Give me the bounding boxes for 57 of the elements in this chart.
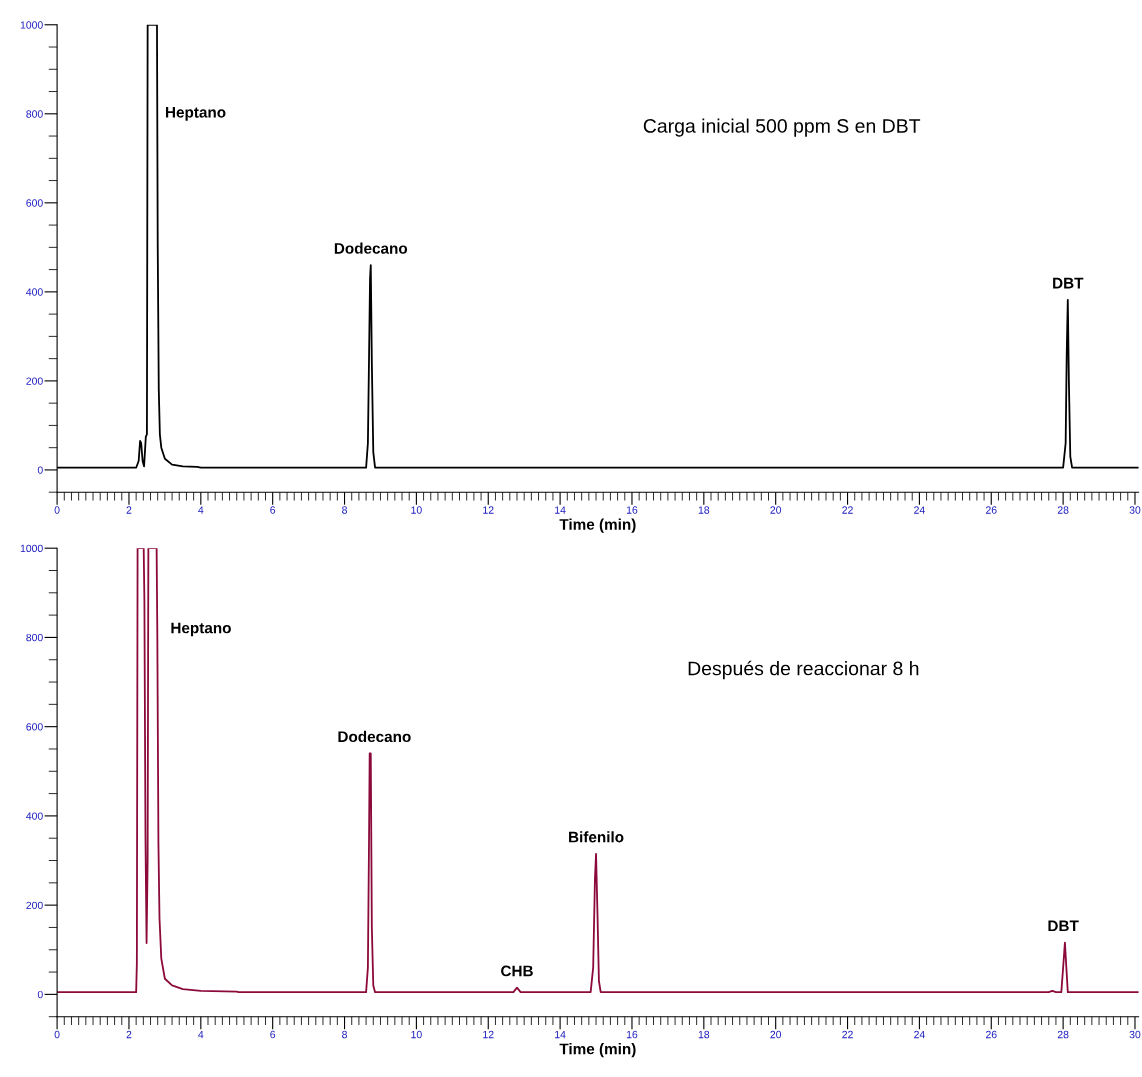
x-tick-label: 4 <box>198 1030 204 1039</box>
x-tick-label: 4 <box>198 506 204 514</box>
x-tick-label: 8 <box>342 506 347 514</box>
x-tick-label: 14 <box>555 506 566 514</box>
x-tick-label: 30 <box>1129 1030 1141 1039</box>
x-axis-title: Time (min) <box>559 1043 636 1058</box>
annotation: Dodecano <box>334 242 408 254</box>
x-axis-title: Time (min) <box>559 518 636 533</box>
x-tick-label: 16 <box>626 1030 638 1039</box>
annotation: Carga inicial 500 ppm S en DBT <box>643 118 921 137</box>
y-tick-label: 200 <box>26 901 43 910</box>
x-tick-label: 22 <box>842 506 853 514</box>
x-tick-label: 24 <box>914 1030 925 1039</box>
x-tick-label: 26 <box>985 1030 997 1039</box>
y-tick-label: 0 <box>37 990 43 999</box>
x-tick-label: 30 <box>1129 506 1141 514</box>
x-tick-label: 22 <box>842 1030 853 1039</box>
x-tick-label: 28 <box>1057 506 1069 514</box>
x-tick-label: 20 <box>770 1030 782 1039</box>
annotation: Después de reaccionar 8 h <box>688 660 919 680</box>
y-tick-label: 1000 <box>20 544 43 553</box>
y-tick-label: 400 <box>26 812 43 820</box>
annotation: Heptano <box>171 622 231 637</box>
x-tick-label: 18 <box>698 1030 710 1039</box>
y-tick-label: 0 <box>37 466 43 474</box>
x-tick-label: 0 <box>54 1030 60 1039</box>
x-tick-label: 20 <box>770 506 782 514</box>
x-tick-label: 28 <box>1057 1030 1069 1039</box>
line-series <box>57 548 1139 994</box>
x-tick-label: 16 <box>626 506 638 514</box>
x-tick-label: 14 <box>555 1030 566 1039</box>
x-tick-label: 2 <box>126 506 132 514</box>
y-tick-label: 600 <box>26 199 43 207</box>
x-tick-label: 12 <box>483 506 494 514</box>
x-tick-label: 10 <box>411 1030 422 1039</box>
annotation: Dodecano <box>338 730 411 743</box>
x-tick-label: 18 <box>698 506 710 514</box>
x-tick-label: 6 <box>270 1030 276 1039</box>
x-tick-label: 6 <box>270 506 276 514</box>
x-tick-label: 8 <box>342 1030 347 1039</box>
y-tick-label: 200 <box>26 377 43 385</box>
x-tick-label: 10 <box>411 506 422 514</box>
x-tick-label: 0 <box>54 506 60 514</box>
y-tick-label: 1000 <box>20 21 43 29</box>
x-tick-label: 24 <box>914 506 925 514</box>
annotation: CHB <box>501 965 533 977</box>
x-tick-label: 12 <box>483 1030 494 1039</box>
y-tick-label: 800 <box>26 110 43 118</box>
annotation: DBT <box>1053 277 1084 289</box>
x-tick-label: 26 <box>985 506 997 514</box>
y-tick-label: 400 <box>26 288 43 296</box>
annotation: DBT <box>1048 920 1079 932</box>
x-tick-label: 2 <box>126 1030 132 1039</box>
y-tick-label: 600 <box>26 723 43 731</box>
y-tick-label: 800 <box>26 633 43 642</box>
annotation: Heptano <box>166 107 226 121</box>
annotation: Bifenilo <box>569 831 624 843</box>
